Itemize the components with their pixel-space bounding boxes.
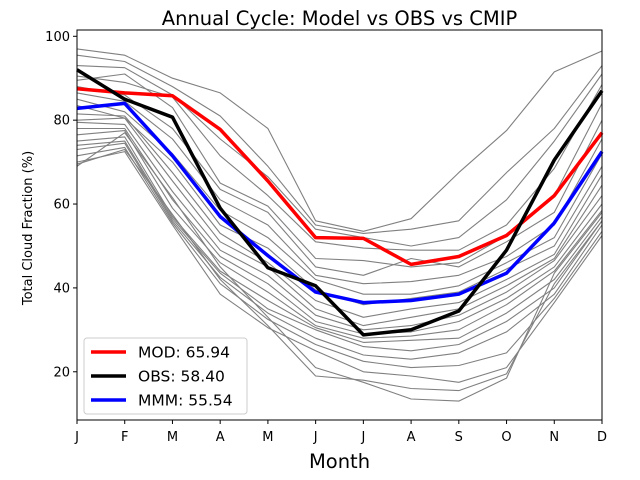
obs-line [76,68,604,337]
x-tick-label: A [407,430,416,445]
x-tick-label: A [216,430,225,445]
x-tick-label: J [313,430,318,445]
x-tick-label: S [455,430,463,445]
x-tick-label: D [597,430,607,445]
legend-box [83,337,248,415]
cmip-model-line-16 [76,140,603,352]
cmip-model-line-7 [76,92,603,285]
cmip-model-line-13 [77,127,603,335]
x-tick-label: O [501,430,511,445]
cmip-model-line-1 [76,48,603,232]
cmip-model-line-19 [76,151,603,383]
y-tick-label: 20 [53,365,70,380]
legend: MOD: 65.94 OBS: 58.40 MMM: 55.54 [83,337,248,415]
x-tick-label: J [74,430,79,445]
cmip-model-line-17 [76,142,603,360]
x-tick-label: M [262,430,273,445]
cmip-model-line-18 [76,146,603,369]
cmip-model-line-12 [76,121,603,331]
x-tick-label: F [121,430,128,445]
mod-line [76,86,604,267]
legend-label-obs: OBS: 58.40 [138,368,225,386]
chart-title: Annual Cycle: Model vs OBS vs CMIP [162,7,518,30]
cmip-model-line-2 [76,54,603,234]
x-tick-label: J [360,430,365,445]
y-tick-label: 60 [53,198,70,213]
cmip-model-line-14 [76,130,603,339]
y-axis-label: Total Cloud Fraction (%) [21,151,36,306]
x-tick-label: M [167,430,178,445]
y-tick-label: 80 [53,114,70,129]
x-tick-label: N [549,430,559,445]
series-lines [76,68,604,337]
mmm-line [76,101,604,305]
cmip-model-line-3 [76,65,603,247]
legend-label-mod: MOD: 65.94 [138,344,230,362]
x-axis-label: Month [309,450,370,473]
y-axis-ticks: 20 40 60 80 100 [45,30,77,380]
plot-frame [76,29,603,421]
cmip-model-line-21 [76,132,603,402]
cmip-model-line-20 [76,148,603,392]
cmip-model-line-11 [76,117,603,327]
y-tick-label: 100 [45,30,70,45]
legend-label-mmm: MMM: 55.54 [138,392,233,410]
y-tick-label: 40 [53,281,70,296]
